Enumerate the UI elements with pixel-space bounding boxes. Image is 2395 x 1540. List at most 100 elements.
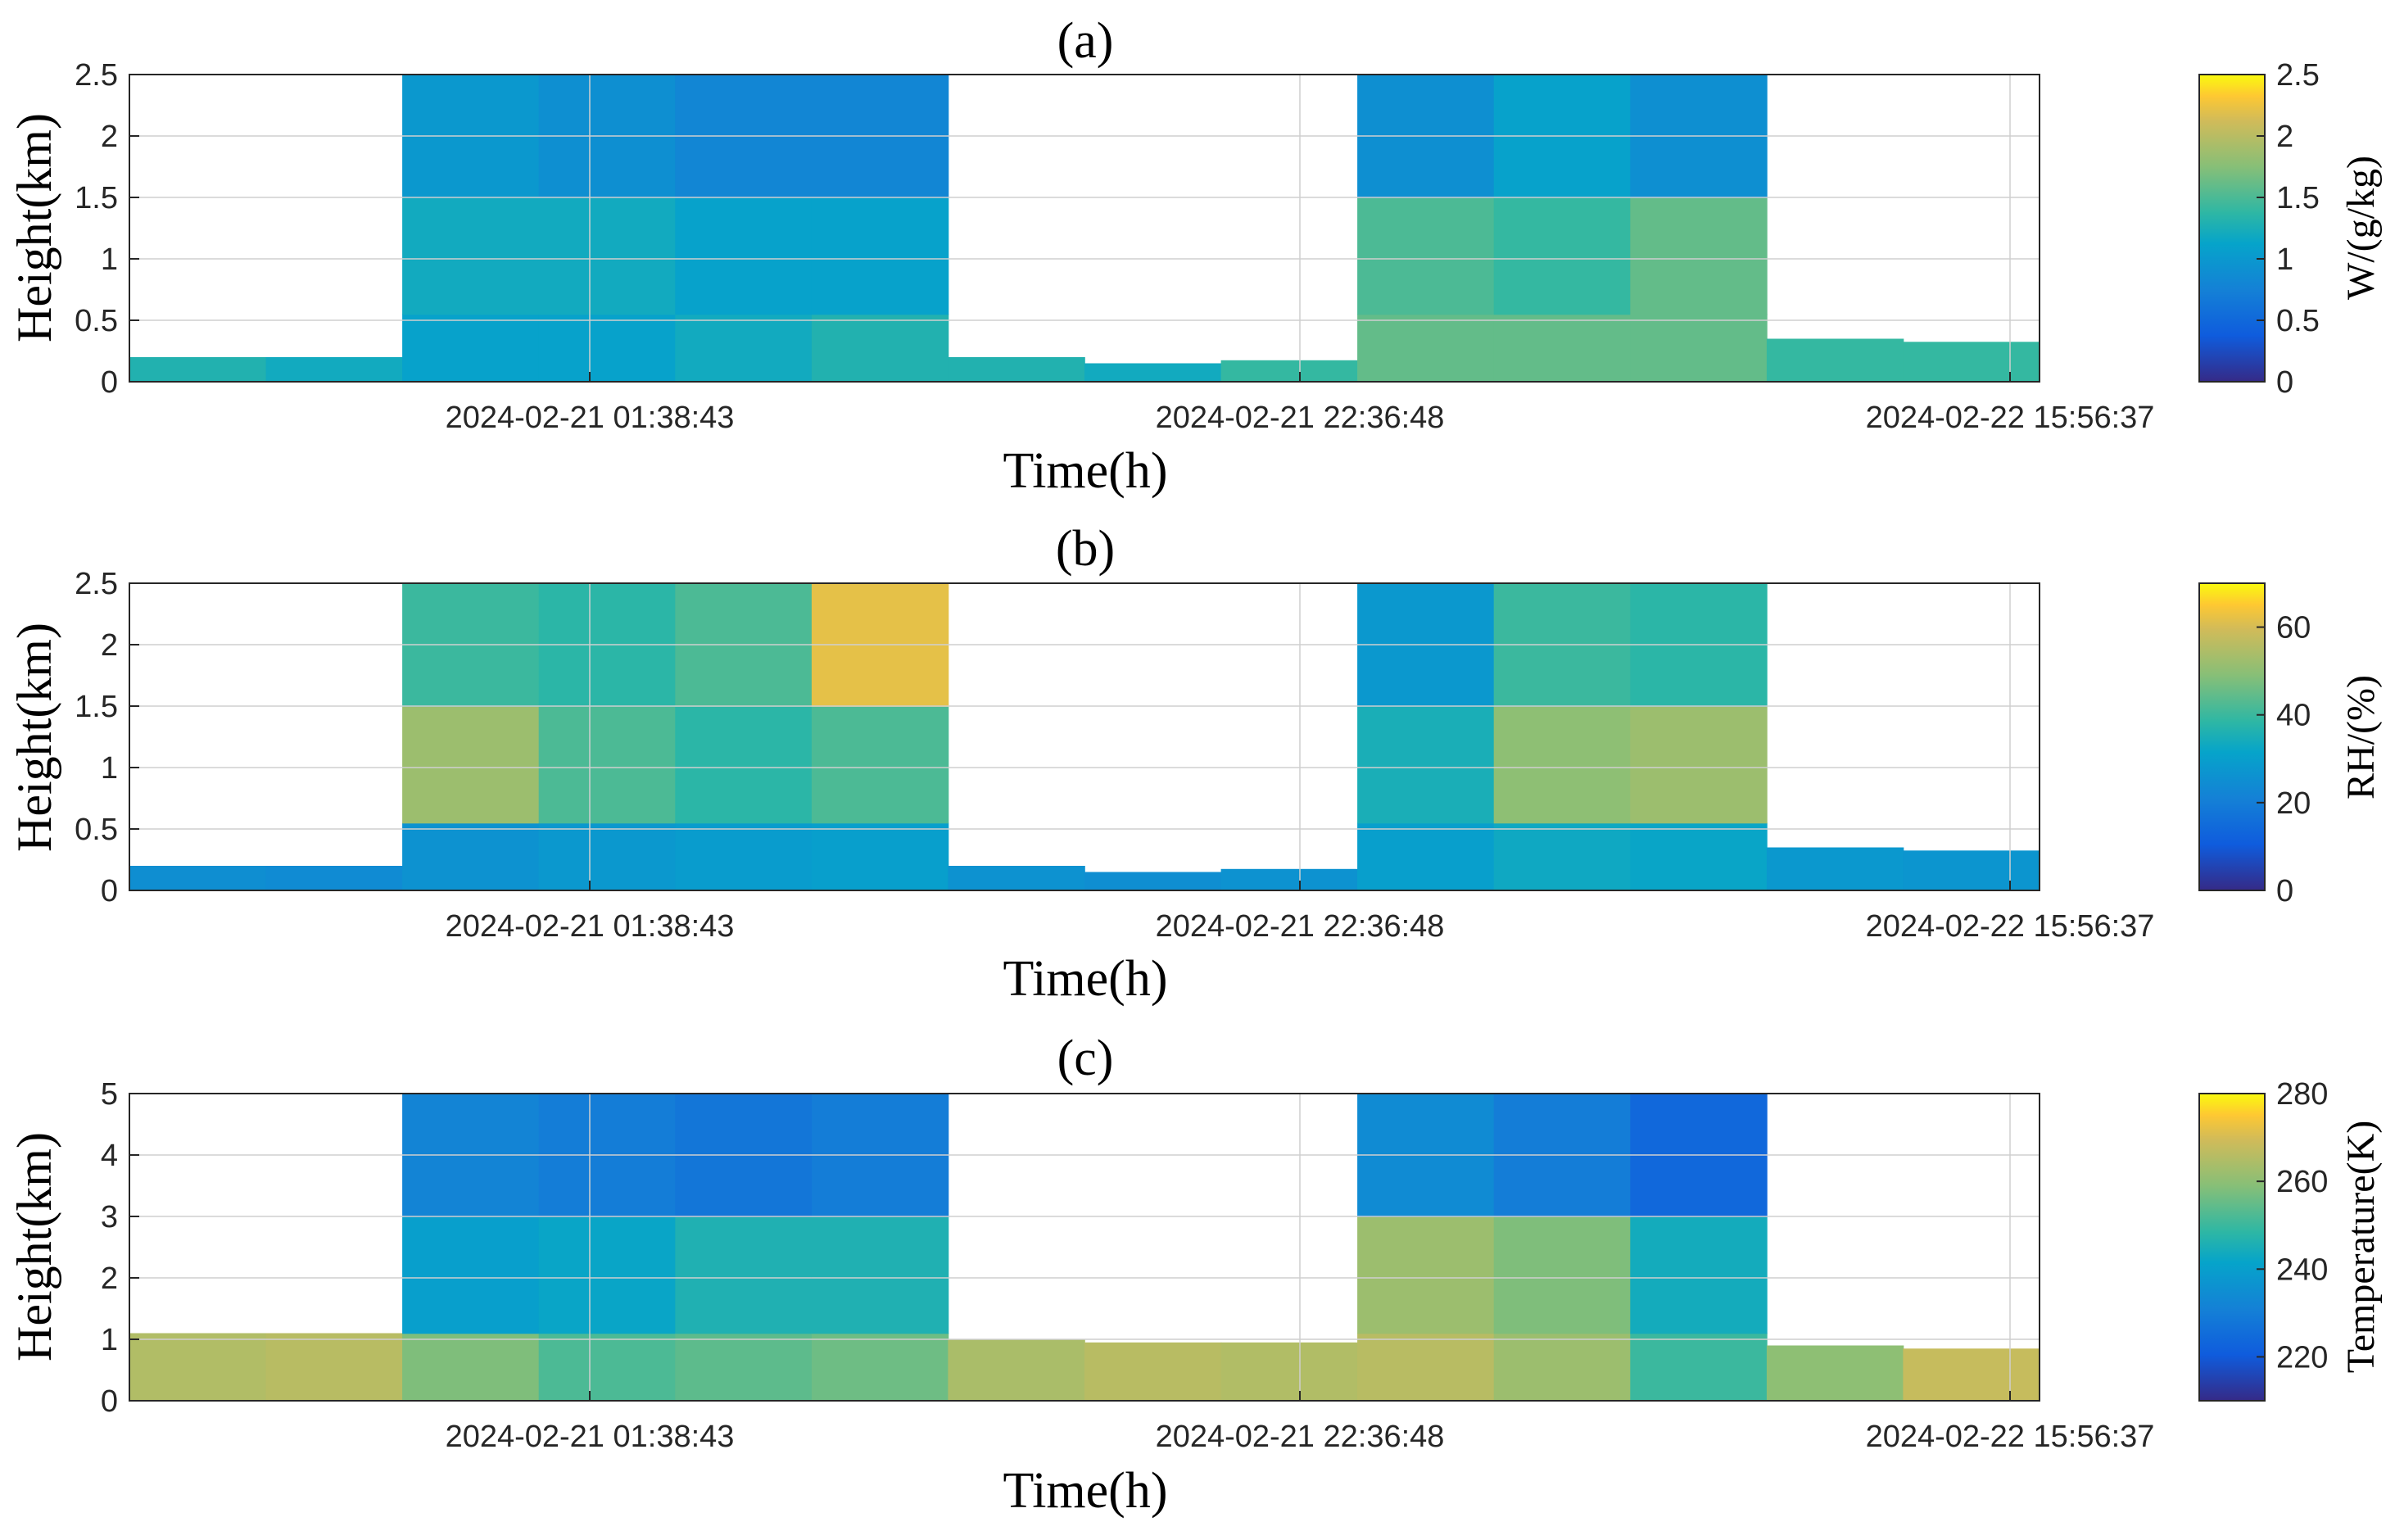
- colorbar-tick-label: 2.5: [2276, 58, 2320, 93]
- heatmap-cell: [402, 314, 540, 383]
- colorbar-tick-label: 240: [2276, 1252, 2328, 1287]
- x-tick-label: 2024-02-21 22:36:48: [1156, 401, 1445, 435]
- panel-c-colorbar: [2198, 1093, 2266, 1402]
- heatmap-cell: [538, 1333, 677, 1402]
- heatmap-cell: [1903, 850, 2040, 891]
- heatmap-cell: [265, 866, 403, 891]
- panel-c-ylabel: Height(km): [7, 1132, 61, 1361]
- x-tick-label: 2024-02-22 15:56:37: [1866, 909, 2155, 944]
- panel-a-ylabel: Height(km): [7, 113, 61, 342]
- panel-a-y-ticks: 0 0.5 1 1.5 2 2.5: [75, 58, 139, 400]
- colorbar-tick-label: 60: [2276, 611, 2311, 645]
- heatmap-cell: [948, 1339, 1085, 1402]
- colorbar-tick-label: 1.5: [2276, 181, 2320, 215]
- y-tick-label: 0: [101, 874, 118, 908]
- colorbar-tick-label: 280: [2276, 1077, 2328, 1112]
- y-tick-label: 1: [101, 751, 118, 786]
- panel-c-plot-border: [129, 1093, 2040, 1402]
- panel-a-colorbar-ticks: 0 0.5 1 1.5 2 2.5: [2257, 58, 2320, 400]
- colorbar-tick-label: 0: [2276, 874, 2293, 908]
- heatmap-cell: [675, 314, 813, 383]
- panel-a: (a) 00.511.522.5 2024-02-21 01:38:43 2024…: [7, 13, 2383, 499]
- y-tick-label: 4: [101, 1139, 118, 1173]
- y-tick-label: 2: [101, 1261, 118, 1296]
- heatmap-cell: [538, 314, 677, 383]
- panel-a-colorbar: [2198, 74, 2266, 383]
- heatmap-cell: [402, 822, 540, 891]
- panel-b: (b) 00.511.522.5 2024-02-21 01:38:43 2024…: [7, 521, 2383, 1007]
- heatmap-cell: [538, 1216, 677, 1334]
- heatmap-cell: [1220, 1342, 1358, 1402]
- y-tick-label: 2.5: [75, 58, 118, 93]
- x-tick-label: 2024-02-21 22:36:48: [1156, 1420, 1445, 1454]
- heatmap-cell: [675, 1216, 813, 1334]
- panel-b-ylabel: Height(km): [7, 623, 61, 852]
- heatmap-cell: [1630, 314, 1768, 383]
- y-tick-label: 0: [101, 365, 118, 400]
- heatmap-cell: [675, 1333, 813, 1402]
- x-tick-label: 2024-02-22 15:56:37: [1866, 1420, 2155, 1454]
- heatmap-cell: [1766, 1345, 1904, 1402]
- heatmap-cell: [811, 706, 949, 824]
- panel-a-colorbar-label: W/(g/kg): [2339, 156, 2383, 300]
- heatmap-cell: [1766, 338, 1904, 383]
- y-tick-label: 2.5: [75, 567, 118, 601]
- heatmap-cell: [1493, 1333, 1632, 1402]
- x-tick-label: 2024-02-22 15:56:37: [1866, 401, 2155, 435]
- heatmap-cell: [1357, 1216, 1495, 1334]
- heatmap-cell: [129, 1333, 267, 1402]
- y-tick-label: 0: [101, 1384, 118, 1419]
- heatmap-cell: [402, 1216, 540, 1334]
- heatmap-cell: [1220, 868, 1358, 891]
- heatmap-cell: [402, 706, 540, 824]
- heatmap-cell: [1630, 197, 1768, 315]
- colorbar-tick-label: 20: [2276, 786, 2311, 821]
- heatmap-cell: [265, 357, 403, 383]
- panel-c-y-ticks: 0 1 2 3 4 5: [101, 1077, 139, 1419]
- y-tick-label: 1: [101, 242, 118, 277]
- panel-c-x-ticks: 2024-02-21 01:38:43 2024-02-21 22:36:48 20…: [446, 1391, 2155, 1454]
- heatmap-cell: [129, 866, 267, 891]
- y-tick-label: 0.5: [75, 813, 118, 847]
- panel-b-colorbar-label: RH/(%): [2339, 675, 2383, 799]
- panel-b-plot-border: [129, 582, 2040, 891]
- panel-b-colorbar: [2198, 582, 2266, 891]
- heatmap-cell: [538, 197, 677, 315]
- colorbar-tick-label: 260: [2276, 1165, 2328, 1199]
- heatmap-cell: [265, 1333, 403, 1402]
- heatmap-cell: [1084, 1342, 1222, 1402]
- heatmap-cell: [129, 357, 267, 383]
- heatmap-cell: [811, 197, 949, 315]
- y-tick-label: 5: [101, 1077, 118, 1112]
- heatmap-cell: [1493, 197, 1632, 315]
- y-tick-label: 1.5: [75, 181, 118, 215]
- y-tick-label: 0.5: [75, 304, 118, 338]
- heatmap-cell: [1766, 847, 1904, 891]
- heatmap-cell: [1084, 872, 1222, 891]
- panel-c-title: (c): [1057, 1030, 1114, 1086]
- heatmap-cell: [538, 706, 677, 824]
- heatmap-cell: [948, 866, 1085, 891]
- heatmap-cell: [1903, 1348, 2040, 1402]
- heatmap-cell: [1357, 314, 1495, 383]
- colorbar-tick-label: 1: [2276, 242, 2293, 277]
- panel-b-title: (b): [1056, 521, 1115, 577]
- panel-a-title: (a): [1057, 13, 1114, 69]
- heatmap-cell: [402, 197, 540, 315]
- x-tick-label: 2024-02-21 22:36:48: [1156, 909, 1445, 944]
- panel-c-colorbar-ticks: 220 240 260 280: [2257, 1077, 2328, 1375]
- panel-a-xlabel: Time(h): [1003, 443, 1168, 499]
- heatmap-cell: [811, 1216, 949, 1334]
- x-tick-label: 2024-02-21 01:38:43: [446, 401, 735, 435]
- y-tick-label: 1: [101, 1323, 118, 1357]
- panel-b-x-ticks: 2024-02-21 01:38:43 2024-02-21 22:36:48 20…: [446, 881, 2155, 944]
- heatmap-cell: [1493, 822, 1632, 891]
- heatmap-cell: [811, 1333, 949, 1402]
- heatmap-cell: [1493, 314, 1632, 383]
- panel-a-x-ticks: 2024-02-21 01:38:43 2024-02-21 22:36:48 20…: [446, 372, 2155, 435]
- heatmap-cell: [948, 357, 1085, 383]
- heatmap-cell: [402, 1333, 540, 1402]
- panel-b-xlabel: Time(h): [1003, 951, 1168, 1007]
